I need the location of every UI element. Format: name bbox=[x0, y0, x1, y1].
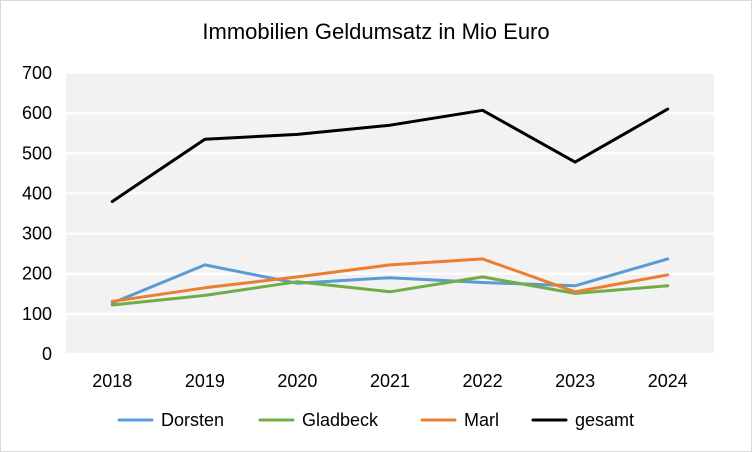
y-tick-label: 400 bbox=[22, 183, 52, 203]
y-tick-label: 500 bbox=[22, 143, 52, 163]
plot-background bbox=[66, 73, 714, 354]
x-tick-label: 2020 bbox=[277, 371, 317, 391]
series-line-dorsten bbox=[110, 257, 670, 305]
y-tick-label: 600 bbox=[22, 103, 52, 123]
x-tick-label: 2021 bbox=[370, 371, 410, 391]
y-tick-label: 200 bbox=[22, 264, 52, 284]
y-tick-label: 100 bbox=[22, 304, 52, 324]
legend-label: Marl bbox=[464, 410, 499, 430]
x-tick-label: 2022 bbox=[463, 371, 503, 391]
x-tick-label: 2023 bbox=[555, 371, 595, 391]
legend: Dorsten Gladbeck Marl gesamt bbox=[117, 410, 634, 430]
y-tick-label: 700 bbox=[22, 63, 52, 83]
legend-label: Gladbeck bbox=[302, 410, 379, 430]
legend-item-marl: Marl bbox=[420, 410, 499, 430]
legend-item-gladbeck: Gladbeck bbox=[258, 410, 379, 430]
legend-item-gesamt: gesamt bbox=[531, 410, 634, 430]
x-tick-label: 2018 bbox=[92, 371, 132, 391]
series-line-gesamt bbox=[110, 107, 670, 203]
plot-area: 0 100 200 300 400 500 600 700 2018 2019 2020 2021 20… bbox=[22, 63, 714, 391]
legend-item-dorsten: Dorsten bbox=[117, 410, 224, 430]
x-tick-label: 2019 bbox=[185, 371, 225, 391]
series-line-gladbeck bbox=[110, 275, 670, 307]
y-tick-label: 300 bbox=[22, 224, 52, 244]
legend-label: gesamt bbox=[575, 410, 634, 430]
x-tick-label: 2024 bbox=[648, 371, 688, 391]
chart-title: Immobilien Geldumsatz in Mio Euro bbox=[202, 19, 549, 44]
legend-label: Dorsten bbox=[161, 410, 224, 430]
y-tick-label: 0 bbox=[42, 344, 52, 364]
series-line-marl bbox=[110, 257, 670, 303]
